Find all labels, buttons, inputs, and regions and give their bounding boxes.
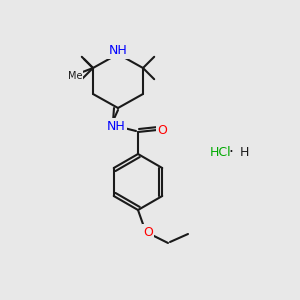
Text: H: H <box>240 146 249 158</box>
Text: NH: NH <box>106 119 125 133</box>
Text: O: O <box>157 124 167 136</box>
Text: Me: Me <box>68 71 82 81</box>
Text: NH: NH <box>109 44 128 58</box>
Text: ·: · <box>229 145 233 160</box>
Text: O: O <box>143 226 153 238</box>
Text: HCl: HCl <box>210 146 232 158</box>
